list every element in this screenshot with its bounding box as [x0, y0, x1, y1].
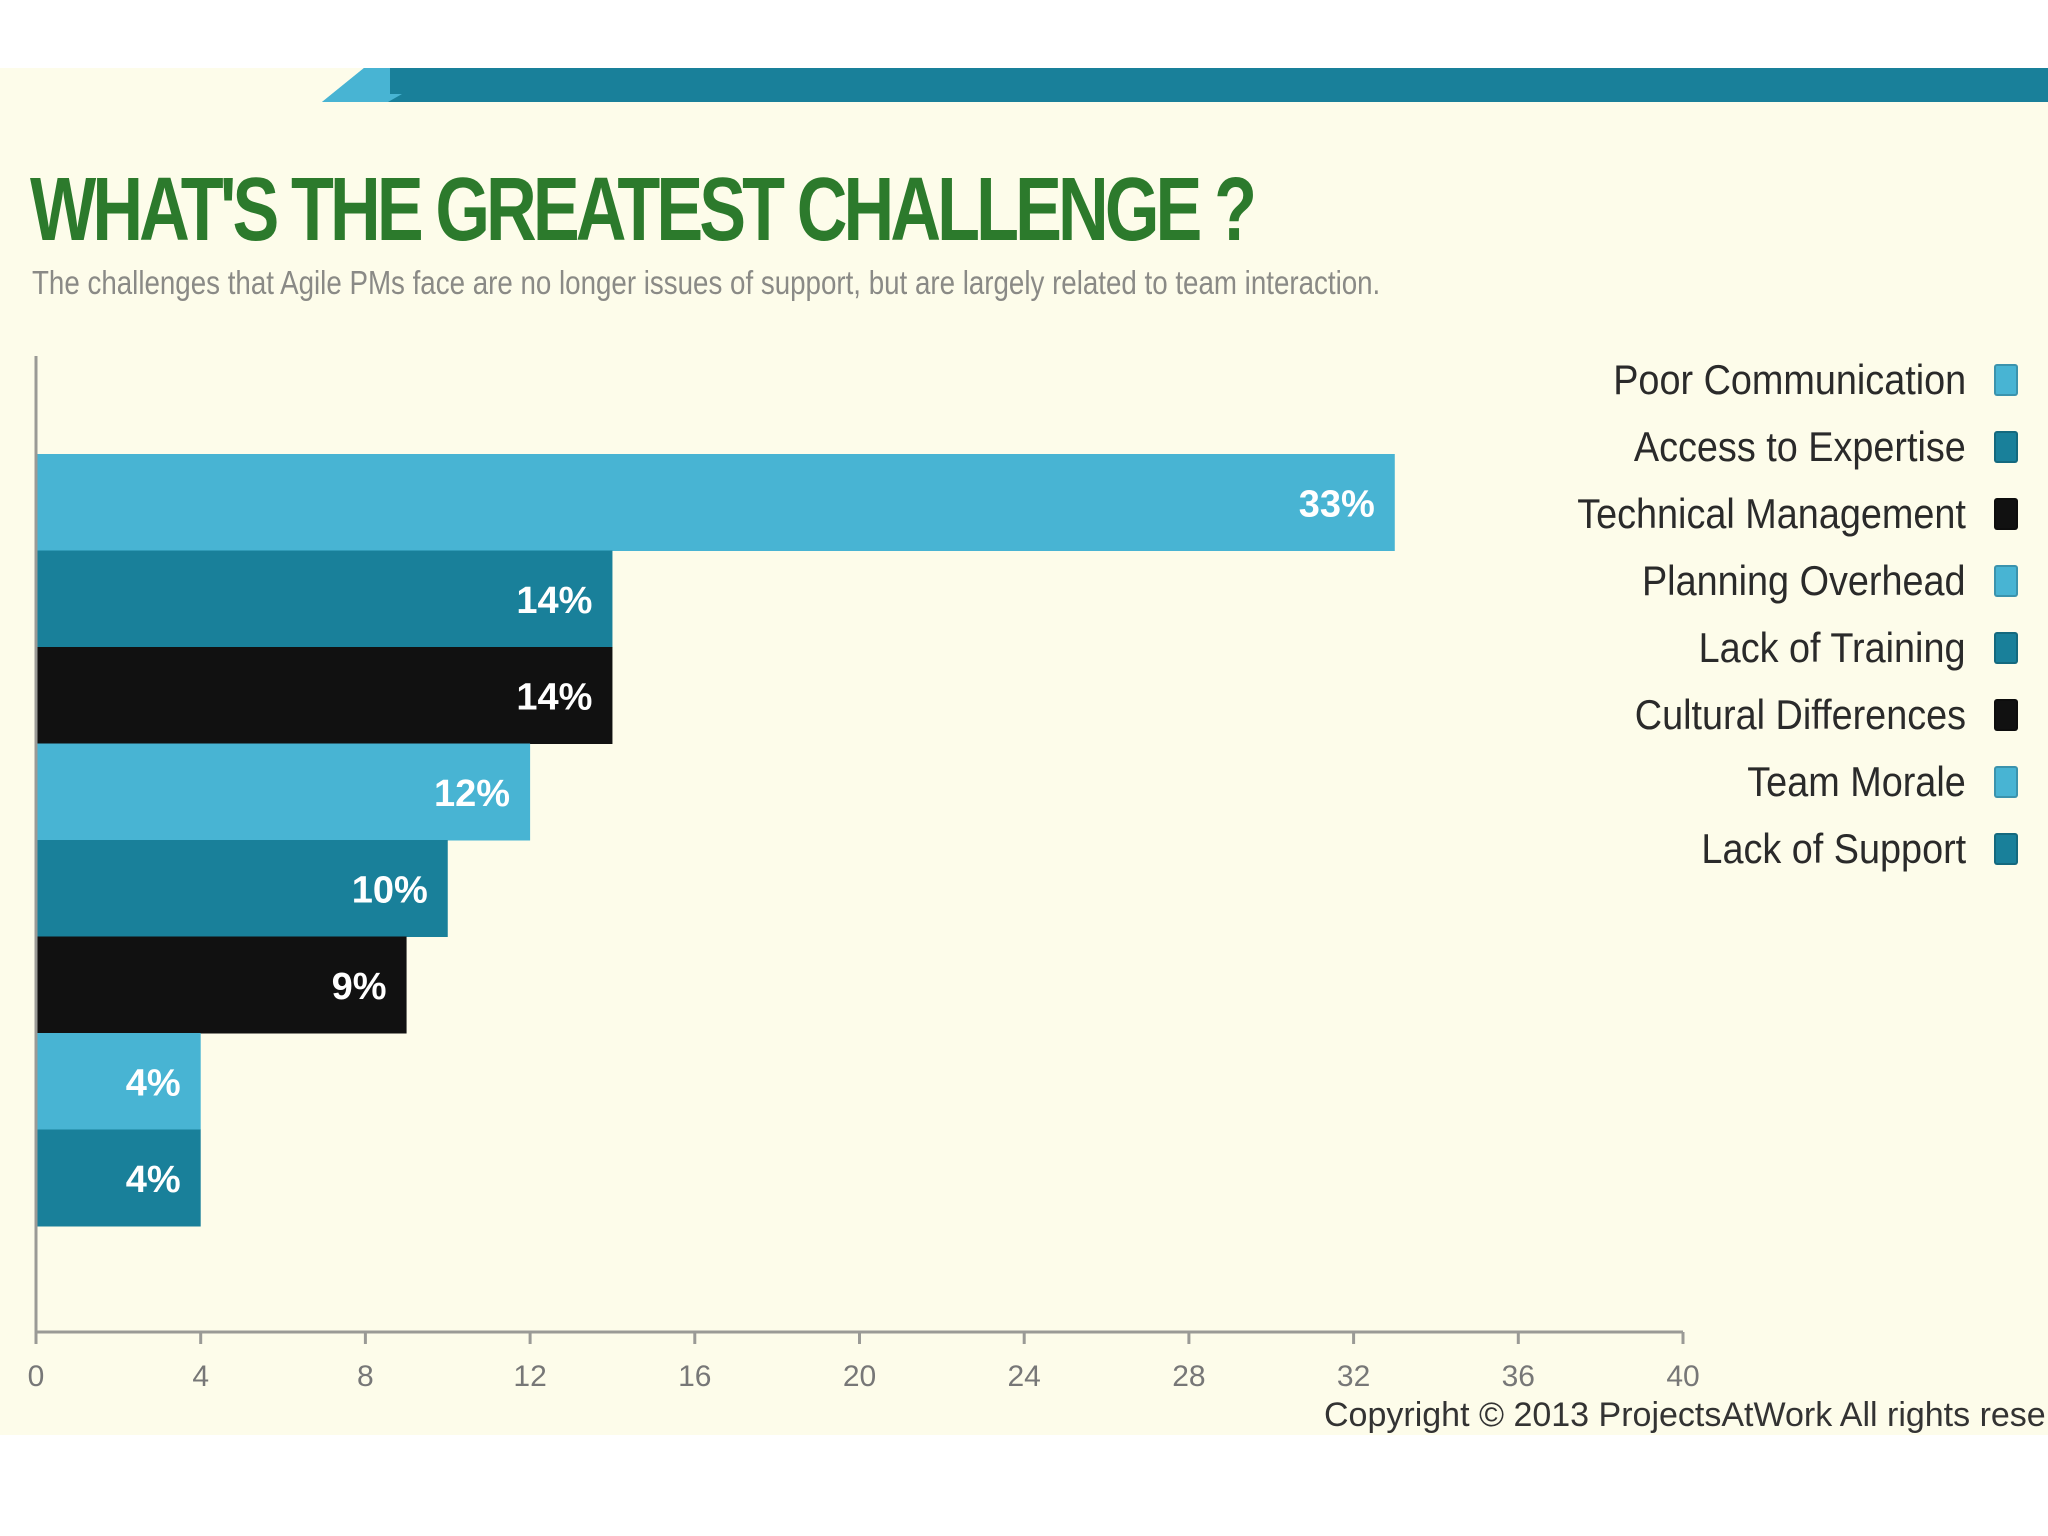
infographic-panel: WHAT'S THE GREATEST CHALLENGE ? The chal… — [0, 68, 2048, 1435]
bar-chart: 33% 14% 14% 12% 10% 9% 4% 4% 0 4 8 12 16 20 24 28 32 36 4… — [28, 356, 1700, 1393]
legend-label: Cultural Differences — [1634, 690, 1966, 738]
legend-label: Access to Expertise — [1634, 422, 1966, 470]
bar-value-label: 4% — [126, 1062, 181, 1104]
legend-item: Access to Expertise — [1458, 413, 2018, 480]
bar — [36, 743, 531, 841]
bar — [36, 840, 448, 937]
bar — [36, 936, 407, 1034]
legend-item: Planning Overhead — [1458, 547, 2018, 614]
legend-label: Planning Overhead — [1642, 556, 1966, 604]
bar-value-label: 14% — [516, 580, 592, 622]
legend-label: Team Morale — [1747, 757, 1966, 805]
bar-value-label: 12% — [434, 773, 510, 815]
bar — [36, 550, 613, 648]
x-tick-label: 4 — [192, 1360, 209, 1393]
x-tick-label: 12 — [513, 1360, 546, 1393]
legend-label: Poor Communication — [1613, 355, 1966, 403]
legend-swatch — [1994, 698, 2018, 731]
x-tick-label: 24 — [1008, 1360, 1041, 1393]
bar-value-label: 14% — [516, 676, 592, 718]
bar — [36, 1033, 201, 1130]
top-band — [322, 68, 2048, 102]
legend-item: Lack of Training — [1458, 614, 2018, 681]
legend-swatch — [1994, 631, 2018, 664]
legend-item: Team Morale — [1458, 748, 2018, 815]
legend-label: Technical Management — [1577, 489, 1966, 537]
legend-swatch — [1994, 564, 2018, 597]
x-tick-label: 28 — [1172, 1360, 1205, 1393]
bar-value-label: 4% — [126, 1159, 181, 1201]
chart-legend: Poor Communication Access to Expertise T… — [1458, 346, 2018, 882]
legend-item: Lack of Support — [1458, 815, 2018, 882]
x-tick-label: 8 — [357, 1360, 374, 1393]
legend-swatch — [1994, 497, 2018, 530]
bar — [36, 454, 1395, 551]
bar — [36, 647, 613, 744]
legend-swatch — [1994, 430, 2018, 463]
bar-value-label: 9% — [332, 966, 387, 1008]
bar-value-label: 33% — [1299, 483, 1375, 525]
bar — [36, 1129, 201, 1227]
copyright-text: Copyright © 2013 ProjectsAtWork All righ… — [1324, 1396, 2048, 1434]
legend-label: Lack of Training — [1699, 623, 1966, 671]
x-tick-label: 40 — [1666, 1360, 1699, 1393]
bar-value-label: 10% — [352, 869, 428, 911]
legend-swatch — [1994, 832, 2018, 865]
page-subtitle: The challenges that Agile PMs face are n… — [32, 264, 1381, 301]
x-tick-label: 36 — [1502, 1360, 1535, 1393]
page-title: WHAT'S THE GREATEST CHALLENGE ? — [30, 160, 1257, 260]
x-tick-label: 20 — [843, 1360, 876, 1393]
x-tick-label: 0 — [28, 1360, 45, 1393]
x-tick-label: 16 — [678, 1360, 711, 1393]
legend-item: Poor Communication — [1458, 346, 2018, 413]
legend-item: Technical Management — [1458, 480, 2018, 547]
legend-label: Lack of Support — [1701, 824, 1966, 872]
legend-item: Cultural Differences — [1458, 681, 2018, 748]
x-tick-label: 32 — [1337, 1360, 1370, 1393]
legend-swatch — [1994, 363, 2018, 396]
legend-swatch — [1994, 765, 2018, 798]
